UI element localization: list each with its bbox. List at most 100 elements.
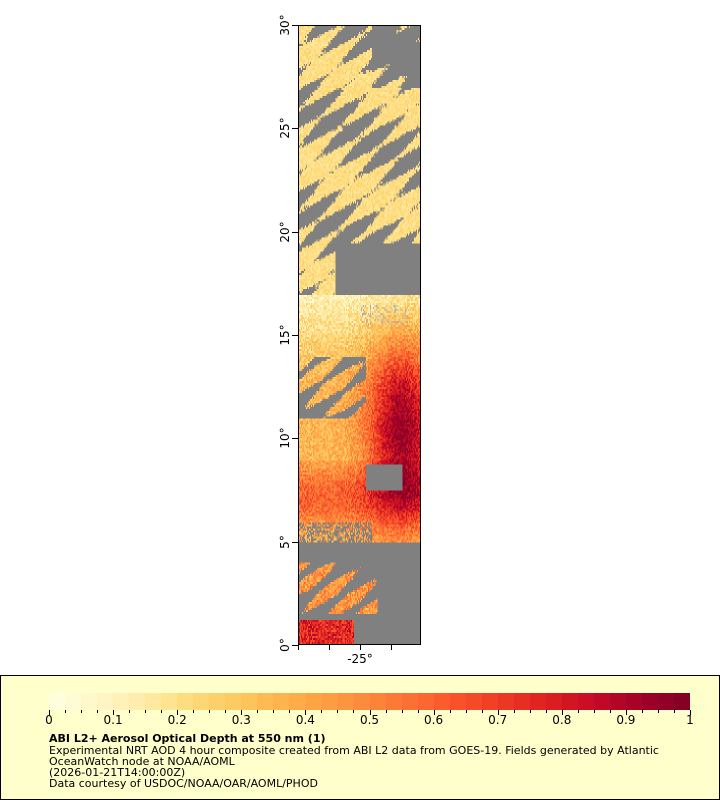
- lon-tick: [360, 645, 361, 650]
- colorbar-swatch: [321, 693, 338, 710]
- colorbar-tick: [225, 710, 227, 713]
- lat-tick-label: 5°: [278, 534, 292, 549]
- colorbar-tick-label: 0.8: [552, 713, 572, 727]
- colorbar-swatch: [113, 693, 130, 710]
- colorbar-tick: [369, 710, 371, 715]
- colorbar-tick-label: 0.9: [616, 713, 636, 727]
- colorbar-tick: [65, 710, 67, 713]
- colorbar-tick-label: 1: [686, 713, 694, 727]
- colorbar-swatch: [161, 693, 178, 710]
- colorbar-tick: [97, 710, 99, 713]
- colorbar-swatch: [481, 693, 498, 710]
- colorbar-tick-label: 0.7: [488, 713, 508, 727]
- colorbar-tick: [609, 710, 611, 713]
- colorbar-tick: [321, 710, 323, 713]
- colorbar-swatch: [658, 693, 675, 710]
- colorbar-tick: [497, 710, 499, 715]
- colorbar-tick-label: 0.1: [103, 713, 123, 727]
- colorbar-tick-label: 0: [45, 713, 53, 727]
- legend-credit: Data courtesy of USDOC/NOAA/OAR/AOML/PHO…: [49, 777, 318, 790]
- colorbar-swatch: [594, 693, 611, 710]
- colorbar-tick-label: 0.4: [295, 713, 315, 727]
- colorbar-tick-label: 0.2: [167, 713, 187, 727]
- colorbar-tick-label: 0.6: [424, 713, 444, 727]
- colorbar-tick: [513, 710, 515, 713]
- colorbar-tick: [433, 710, 435, 715]
- colorbar-swatch: [529, 693, 546, 710]
- legend-panel: 0 0.1 0.2 0.3 0.4 0.5 0.6 0.7 0.8 0.9 1 ABI L2+ Ae…: [0, 675, 720, 800]
- colorbar-swatch: [465, 693, 482, 710]
- colorbar-swatch: [129, 693, 146, 710]
- colorbar-tick: [161, 710, 163, 713]
- colorbar-tick: [241, 710, 243, 715]
- colorbar-tick: [690, 710, 691, 715]
- colorbar-swatch: [305, 693, 322, 710]
- colorbar-tick: [481, 710, 483, 713]
- colorbar-swatch: [497, 693, 514, 710]
- colorbar-swatch: [177, 693, 194, 710]
- lat-tick-label: 10°: [278, 427, 292, 449]
- colorbar-tick: [305, 710, 307, 715]
- lat-tick: [292, 128, 298, 130]
- colorbar-tick: [561, 710, 563, 715]
- legend-description-2: OceanWatch node at NOAA/AOML: [49, 755, 235, 768]
- colorbar-swatch: [65, 693, 82, 710]
- aod-map-image: [299, 26, 420, 644]
- lat-tick-label: 25°: [278, 117, 292, 139]
- colorbar-tick: [641, 710, 643, 713]
- colorbar-swatch: [545, 693, 562, 710]
- colorbar-tick: [417, 710, 419, 713]
- colorbar-swatch: [81, 693, 98, 710]
- colorbar-swatch: [626, 693, 643, 710]
- lat-tick-label: 0°: [278, 638, 292, 652]
- colorbar-swatch: [578, 693, 595, 710]
- aod-map[interactable]: [298, 25, 421, 645]
- colorbar-tick: [593, 710, 595, 713]
- colorbar-swatch: [241, 693, 258, 710]
- colorbar-tick: [401, 710, 403, 713]
- colorbar-swatch: [289, 693, 306, 710]
- colorbar-tick: [673, 710, 675, 713]
- colorbar-tick: [545, 710, 547, 713]
- colorbar-swatch: [337, 693, 354, 710]
- colorbar-swatch: [674, 693, 691, 710]
- lat-tick: [292, 541, 298, 543]
- colorbar-swatch: [513, 693, 530, 710]
- colorbar-swatch: [369, 693, 386, 710]
- colorbar-tick: [657, 710, 659, 713]
- lat-tick: [292, 25, 298, 26]
- colorbar-swatch: [433, 693, 450, 710]
- colorbar-swatch: [562, 693, 579, 710]
- colorbar-swatch: [401, 693, 418, 710]
- colorbar-tick: [465, 710, 467, 713]
- colorbar-swatch: [257, 693, 274, 710]
- lon-tick: [391, 645, 392, 650]
- colorbar-tick: [577, 710, 579, 713]
- colorbar-tick-label: 0.3: [231, 713, 251, 727]
- colorbar-tick: [113, 710, 115, 715]
- colorbar-swatch: [97, 693, 114, 710]
- lat-tick: [292, 438, 298, 440]
- colorbar-tick: [625, 710, 627, 715]
- colorbar-swatch: [49, 693, 66, 710]
- colorbar-swatch: [353, 693, 370, 710]
- colorbar-tick: [193, 710, 195, 713]
- colorbar-swatch: [193, 693, 210, 710]
- colorbar: [49, 693, 691, 710]
- lon-tick: [298, 645, 299, 650]
- colorbar-swatch: [385, 693, 402, 710]
- legend-time: (2026-01-21T14:00:00Z): [49, 766, 186, 779]
- lat-tick-label: 15°: [278, 324, 292, 346]
- colorbar-tick: [177, 710, 179, 715]
- legend-title: ABI L2+ Aerosol Optical Depth at 550 nm …: [49, 732, 326, 745]
- colorbar-tick-label: 0.5: [359, 713, 380, 727]
- colorbar-swatch: [610, 693, 627, 710]
- colorbar-tick: [81, 710, 83, 713]
- colorbar-tick: [385, 710, 387, 713]
- colorbar-swatch: [273, 693, 290, 710]
- colorbar-swatch: [642, 693, 659, 710]
- colorbar-tick: [273, 710, 275, 713]
- colorbar-tick: [353, 710, 355, 713]
- lat-tick-label: 30°: [278, 14, 292, 36]
- lat-tick: [292, 645, 298, 646]
